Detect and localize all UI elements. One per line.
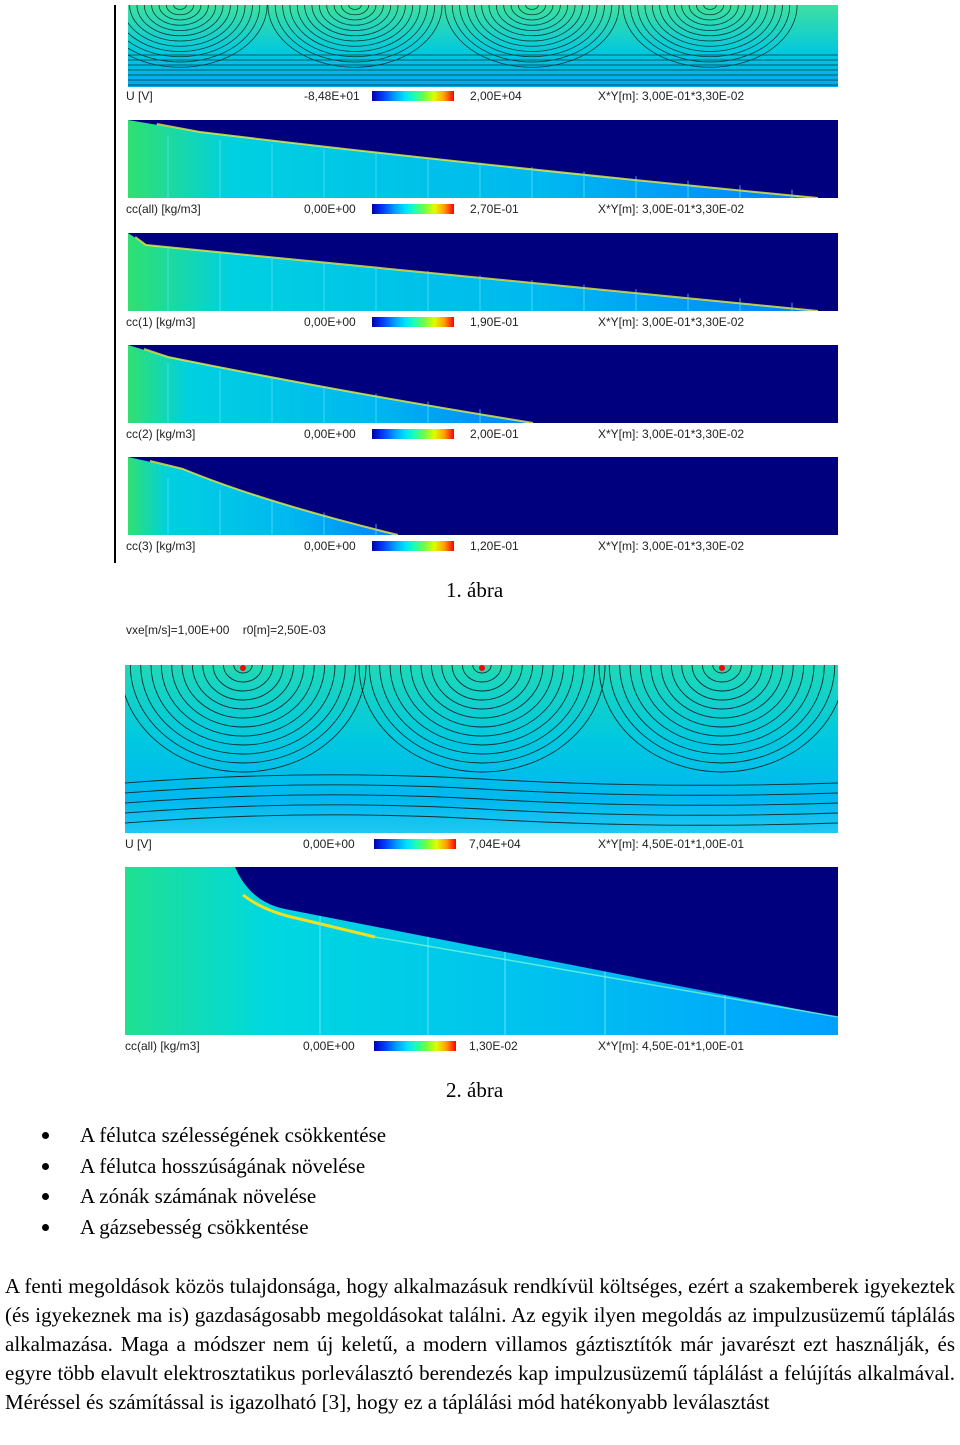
legend-dims: X*Y[m]: 4,50E-01*1,00E-01: [598, 837, 745, 851]
list-item: A gázsebesség csökkentése: [40, 1212, 386, 1243]
fig2-legend-1: U [V] 0,00E+00 7,04E+04 X*Y[m]: 4,50E-01…: [125, 836, 845, 854]
legend-variable: cc(2) [kg/m3]: [126, 427, 196, 441]
fig1-concentration-plot: [128, 120, 838, 198]
legend-dims: X*Y[m]: 3,00E-01*3,30E-02: [598, 539, 745, 553]
colorbar: [372, 429, 454, 439]
legend-variable: U [V]: [126, 89, 153, 103]
legend-min: -8,48E+01: [304, 89, 360, 103]
fig1-legend-2: cc(all) [kg/m3] 0,00E+00 2,70E-01 X*Y[m]: 3…: [126, 201, 846, 219]
colorbar: [372, 91, 454, 101]
legend-variable: U [V]: [125, 837, 152, 851]
fig2-potential-plot: [125, 665, 838, 833]
bullet-icon: [42, 1162, 49, 1170]
legend-dims: X*Y[m]: 3,00E-01*3,30E-02: [598, 427, 745, 441]
legend-max: 1,90E-01: [470, 315, 519, 329]
legend-variable: cc(all) [kg/m3]: [126, 202, 201, 216]
fig2-header: vxe[m/s]=1,00E+00 r0[m]=2,50E-03: [126, 623, 336, 637]
list-item: A félutca szélességének csökkentése: [40, 1120, 386, 1151]
fig1-legend-5: cc(3) [kg/m3] 0,00E+00 1,20E-01 X*Y[m]: 3,0…: [126, 538, 846, 556]
fig2-concentration-plot: [125, 867, 838, 1035]
legend-min: 0,00E+00: [304, 539, 356, 553]
fig2-r0-label: r0[m]=2,50E-03: [242, 623, 326, 637]
fig1-legend-1: U [V] -8,48E+01 2,00E+04 X*Y[m]: 3,00E-0…: [126, 88, 846, 106]
fig2-legend-2: cc(all) [kg/m3] 0,00E+00 1,30E-02 X*Y[m]…: [125, 1038, 845, 1056]
legend-max: 2,00E-01: [470, 427, 519, 441]
fig1-potential-plot: [128, 5, 838, 87]
colorbar: [374, 839, 456, 849]
colorbar: [374, 1041, 456, 1051]
legend-dims: X*Y[m]: 3,00E-01*3,30E-02: [598, 315, 745, 329]
legend-variable: cc(1) [kg/m3]: [126, 315, 196, 329]
legend-dims: X*Y[m]: 4,50E-01*1,00E-01: [598, 1039, 745, 1053]
legend-variable: cc(3) [kg/m3]: [126, 539, 196, 553]
bullet-icon: [42, 1132, 49, 1139]
legend-min: 0,00E+00: [304, 315, 356, 329]
fig1-legend-3: cc(1) [kg/m3] 0,00E+00 1,90E-01 X*Y[m]: 3,0…: [126, 314, 846, 332]
figure2-caption: 2. ábra: [446, 1078, 504, 1102]
fig1-legend-4: cc(2) [kg/m3] 0,00E+00 2,00E-01 X*Y[m]: 3,0…: [126, 426, 846, 444]
fig1-concentration-plot: [128, 457, 838, 535]
legend-min: 0,00E+00: [304, 427, 356, 441]
legend-min: 0,00E+00: [303, 837, 355, 851]
legend-min: 0,00E+00: [304, 202, 356, 216]
bullet-icon: [42, 1193, 49, 1200]
list-item: A félutca hosszúságának növelése: [40, 1151, 386, 1182]
bullet-list: A félutca szélességének csökkentése A fé…: [40, 1120, 386, 1242]
colorbar: [372, 204, 454, 214]
fig1-concentration-plot: [128, 345, 838, 423]
body-paragraph: A fenti megoldások közös tulajdonsága, h…: [5, 1274, 955, 1414]
legend-max: 2,70E-01: [470, 202, 519, 216]
legend-max: 1,20E-01: [470, 539, 519, 553]
figure1-caption: 1. ábra: [446, 578, 504, 602]
legend-dims: X*Y[m]: 3,00E-01*3,30E-02: [598, 89, 745, 103]
figure1-frame-line: [114, 5, 116, 563]
fig1-concentration-plot: [128, 233, 838, 311]
legend-max: 7,04E+04: [469, 837, 521, 851]
legend-max: 2,00E+04: [470, 89, 522, 103]
colorbar: [372, 317, 454, 327]
list-item: A zónák számának növelése: [40, 1181, 386, 1212]
legend-min: 0,00E+00: [303, 1039, 355, 1053]
bullet-icon: [42, 1223, 49, 1231]
fig2-vxe-label: vxe[m/s]=1,00E+00: [126, 623, 230, 637]
colorbar: [372, 541, 454, 551]
legend-variable: cc(all) [kg/m3]: [125, 1039, 200, 1053]
legend-dims: X*Y[m]: 3,00E-01*3,30E-02: [598, 202, 745, 216]
legend-max: 1,30E-02: [469, 1039, 518, 1053]
